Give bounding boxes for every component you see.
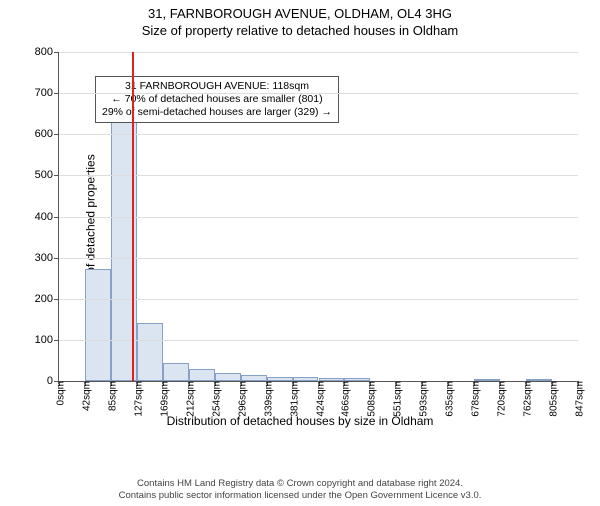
y-tick-mark: [54, 217, 59, 218]
gridline-h: [59, 93, 578, 94]
x-tick-label: 508sqm: [363, 381, 378, 417]
x-tick-label: 212sqm: [181, 381, 196, 417]
x-tick-label: 42sqm: [77, 381, 92, 411]
x-tick-label: 720sqm: [493, 381, 508, 417]
info-line-1: 31 FARNBOROUGH AVENUE: 118sqm: [102, 80, 332, 93]
gridline-h: [59, 217, 578, 218]
footer-line-1: Contains HM Land Registry data © Crown c…: [0, 478, 600, 490]
x-tick-label: 551sqm: [389, 381, 404, 417]
y-tick-mark: [54, 134, 59, 135]
gridline-h: [59, 258, 578, 259]
property-marker-line: [132, 52, 134, 381]
page-title-line2: Size of property relative to detached ho…: [0, 23, 600, 38]
x-tick-label: 805sqm: [545, 381, 560, 417]
y-tick-mark: [54, 258, 59, 259]
y-tick-mark: [54, 299, 59, 300]
gridline-h: [59, 299, 578, 300]
y-tick-mark: [54, 93, 59, 94]
x-tick-label: 339sqm: [259, 381, 274, 417]
footer-line-2: Contains public sector information licen…: [0, 490, 600, 502]
y-tick-mark: [54, 175, 59, 176]
info-line-2: ← 70% of detached houses are smaller (80…: [102, 93, 332, 106]
x-tick-label: 762sqm: [519, 381, 534, 417]
histogram-bar: [85, 269, 111, 381]
x-tick-label: 635sqm: [441, 381, 456, 417]
x-tick-label: 0sqm: [52, 381, 67, 405]
gridline-h: [59, 175, 578, 176]
histogram-bar: [189, 369, 215, 381]
info-line-3: 29% of semi-detached houses are larger (…: [102, 106, 332, 119]
x-tick-label: 85sqm: [103, 381, 118, 411]
page-title-line1: 31, FARNBOROUGH AVENUE, OLDHAM, OL4 3HG: [0, 6, 600, 21]
histogram-bar: [163, 363, 189, 382]
y-tick-mark: [54, 340, 59, 341]
x-tick-label: 424sqm: [311, 381, 326, 417]
x-tick-label: 169sqm: [155, 381, 170, 417]
gridline-h: [59, 134, 578, 135]
histogram-bar: [137, 323, 163, 381]
x-tick-label: 593sqm: [415, 381, 430, 417]
x-tick-label: 254sqm: [207, 381, 222, 417]
histogram-bar: [215, 373, 241, 381]
x-tick-label: 127sqm: [129, 381, 144, 417]
x-tick-label: 847sqm: [571, 381, 586, 417]
y-tick-mark: [54, 52, 59, 53]
x-tick-label: 381sqm: [285, 381, 300, 417]
attribution-footer: Contains HM Land Registry data © Crown c…: [0, 478, 600, 502]
chart-area: Number of detached properties 31 FARNBOR…: [0, 42, 600, 432]
gridline-h: [59, 52, 578, 53]
gridline-h: [59, 340, 578, 341]
x-tick-label: 466sqm: [337, 381, 352, 417]
x-tick-label: 678sqm: [467, 381, 482, 417]
histogram-plot: 31 FARNBOROUGH AVENUE: 118sqm ← 70% of d…: [58, 52, 578, 382]
x-tick-label: 296sqm: [233, 381, 248, 417]
x-axis-label: Distribution of detached houses by size …: [0, 414, 600, 428]
